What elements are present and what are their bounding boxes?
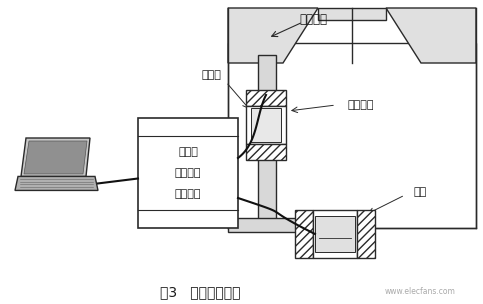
Polygon shape bbox=[15, 176, 98, 190]
Bar bbox=[258, 55, 276, 230]
Text: 固定螺母: 固定螺母 bbox=[348, 100, 374, 110]
Text: www.elecfans.com: www.elecfans.com bbox=[384, 288, 455, 296]
Bar bbox=[138, 118, 238, 228]
Bar bbox=[228, 218, 360, 232]
Polygon shape bbox=[21, 138, 90, 176]
Bar bbox=[357, 210, 375, 258]
Text: 采集处理: 采集处理 bbox=[175, 168, 201, 178]
Bar bbox=[246, 144, 286, 160]
Polygon shape bbox=[24, 141, 87, 174]
Bar bbox=[251, 108, 281, 142]
Bar bbox=[295, 210, 313, 258]
Text: 屏蔽层: 屏蔽层 bbox=[201, 70, 221, 80]
Bar bbox=[246, 90, 286, 106]
Bar bbox=[246, 106, 286, 144]
Bar bbox=[228, 43, 476, 228]
Text: 盛油容器: 盛油容器 bbox=[299, 13, 327, 26]
Polygon shape bbox=[386, 8, 476, 63]
Bar bbox=[315, 216, 355, 252]
Text: 预放大: 预放大 bbox=[178, 147, 198, 157]
Bar bbox=[318, 8, 386, 20]
Bar bbox=[313, 210, 357, 258]
Text: 电极: 电极 bbox=[413, 187, 426, 197]
Text: 上传数据: 上传数据 bbox=[175, 189, 201, 199]
Polygon shape bbox=[228, 8, 318, 63]
Text: 图3   实验系统框图: 图3 实验系统框图 bbox=[160, 285, 240, 299]
